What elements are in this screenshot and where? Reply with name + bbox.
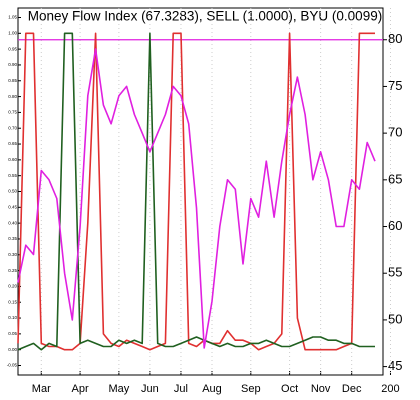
x-tick-label: Jul [174,383,188,395]
y2-tick-label: 0.15 [8,299,17,304]
series-line [17,32,375,351]
y2-tick-label: 0.00 [8,347,17,352]
series-line [17,48,376,349]
x-tick-label: Jun [141,383,159,395]
y2-tick-label: 0.30 [8,252,17,257]
y-tick-label: 55 [388,265,402,280]
y2-tick-label: 0.50 [8,189,17,194]
y-tick-label: 75 [388,78,402,93]
y2-tick-label: 0.80 [8,94,17,99]
y-tick-label: 70 [388,125,402,140]
x-tick-label: Apr [72,383,89,395]
y2-tick-label: 1.05 [8,15,17,20]
x-tick-label: Oct [281,383,298,395]
x-tick-label: May [108,383,129,395]
x-tick-label: Dec [342,383,362,395]
y2-tick-label: -0.05 [7,363,18,368]
y2-tick-label: 0.45 [8,205,17,210]
x-tick-label: 200 [381,383,399,395]
y2-tick-label: 0.95 [8,46,17,51]
y-tick-label: 50 [388,311,402,326]
y2-tick-label: 0.10 [8,315,17,320]
x-tick-label: Nov [311,383,331,395]
y2-tick-label: 0.05 [8,331,17,336]
x-tick-label: Aug [202,383,222,395]
y2-tick-label: 0.60 [8,157,17,162]
y2-tick-label: 0.90 [8,62,17,67]
y2-tick-label: 0.75 [8,110,17,115]
y2-tick-label: 1.00 [8,30,17,35]
y2-tick-label: 0.65 [8,141,17,146]
y-tick-label: 60 [388,218,402,233]
series-line [17,32,375,351]
y2-tick-label: 0.25 [8,268,17,273]
chart-title: Money Flow Index (67.3283), SELL (1.0000… [28,9,382,24]
y-tick-label: 80 [388,31,402,46]
x-tick-label: Sep [241,383,261,395]
y2-tick-label: 0.55 [8,173,17,178]
y2-tick-label: 0.85 [8,78,17,83]
y2-tick-label: 0.70 [8,125,17,130]
y2-tick-label: 0.20 [8,284,17,289]
y-tick-label: 45 [388,358,402,373]
x-tick-label: Mar [32,383,51,395]
y2-tick-label: 0.40 [8,220,17,225]
y2-tick-label: 0.35 [8,236,17,241]
y-tick-label: 65 [388,171,402,186]
